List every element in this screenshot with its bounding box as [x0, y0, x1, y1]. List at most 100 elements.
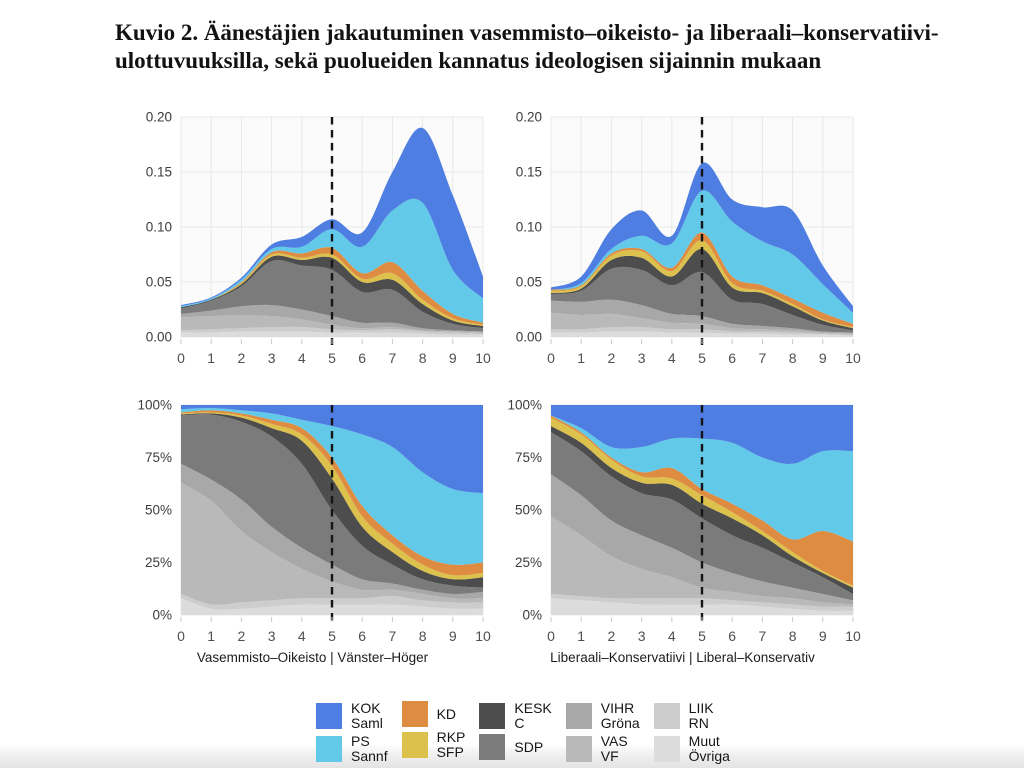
legend-item-kesk: KESK C — [479, 701, 552, 731]
legend-label-muut: Muut Övriga — [688, 733, 730, 764]
y-axis-tick-label: 75% — [145, 450, 172, 465]
x-axis-tick-label: 7 — [759, 350, 767, 366]
legend-swatch-vas — [565, 736, 592, 762]
area-series-muut — [181, 331, 483, 337]
area-series-kd — [181, 247, 483, 325]
y-axis-tick-label: 25% — [515, 555, 542, 570]
y-axis-tick-label: 0.05 — [516, 275, 542, 290]
legend-swatch-kesk — [479, 703, 506, 729]
area-series-rkp — [181, 253, 483, 326]
legend-swatch-ps — [316, 736, 342, 762]
legend-swatch-sdp — [479, 734, 506, 760]
x-axis-tick-label: 10 — [475, 350, 491, 366]
x-axis-tick-label: 8 — [789, 350, 797, 366]
page-bottom-strip — [0, 746, 1024, 768]
legend-label-kok: KOK Saml — [351, 700, 383, 731]
legend-swatch-kd — [401, 701, 428, 727]
area-series-ps — [551, 190, 853, 324]
x-axis-title-liberal-conservative: Liberaali–Konservatiivi | Liberal–Konser… — [550, 650, 815, 665]
area-series-kok — [551, 162, 853, 313]
area-series-ps — [181, 408, 483, 565]
y-axis-tick-label: 0.10 — [516, 220, 542, 235]
x-axis-tick-label: 8 — [789, 628, 797, 644]
legend-label-sdp: SDP — [514, 738, 544, 755]
legend-item-vihr: VIHR Gröna — [565, 700, 640, 731]
x-axis-tick-label: 7 — [759, 628, 767, 644]
legend-swatch-rkp — [401, 732, 428, 758]
x-axis-tick-label: 6 — [728, 628, 736, 644]
x-axis-tick-label: 9 — [449, 628, 457, 644]
area-series-vas — [181, 482, 483, 605]
area-series-vihr — [181, 463, 483, 599]
y-axis-tick-label: 0.00 — [146, 330, 172, 345]
figure-title: Kuvio 2. Äänestäjien jakautuminen vasemm… — [115, 20, 939, 74]
x-axis-tick-label: 3 — [638, 628, 646, 644]
x-axis-tick-label: 0 — [547, 628, 555, 644]
area-series-sdp — [181, 414, 483, 595]
area-series-ps — [181, 198, 483, 323]
legend-column: KOK Saml PS Sannf — [316, 701, 388, 764]
legend-label-liik: LIIK RN — [688, 700, 714, 731]
legend-swatch-vihr — [565, 703, 592, 729]
x-axis-tick-label: 8 — [419, 350, 427, 366]
legend-label-ps: PS Sannf — [351, 733, 388, 764]
legend-column: LIIK RN Muut Övriga — [653, 700, 730, 764]
y-axis-tick-label: 0.20 — [516, 110, 542, 125]
legend-label-kd: KD — [436, 705, 457, 722]
x-axis-tick-label: 5 — [698, 628, 706, 644]
chart-share-left-right: 0 1 2 3 4 5 6 7 8 9 100%25%50%75%100% — [137, 398, 491, 645]
chart-share-liberal-conservative: 0 1 2 3 4 5 6 7 8 9 100%25%50%75%100% — [507, 398, 861, 645]
area-series-kok — [181, 405, 483, 494]
x-axis-tick-label: 2 — [238, 628, 246, 644]
legend-column: KD RKP SFP — [401, 701, 466, 764]
x-axis-tick-label: 4 — [668, 628, 676, 644]
y-axis-tick-label: 100% — [137, 398, 172, 413]
x-axis-tick-label: 3 — [638, 350, 646, 366]
x-axis-tick-label: 1 — [577, 628, 585, 644]
chart-legend: KOK Saml PS Sannf KD RKP SFP KESK C — [316, 701, 730, 764]
area-series-sdp — [181, 260, 483, 332]
y-axis-tick-label: 0% — [152, 608, 172, 623]
x-axis-tick-label: 3 — [268, 350, 276, 366]
area-series-kd — [551, 232, 853, 328]
legend-item-kd: KD — [401, 701, 466, 727]
x-axis-tick-label: 7 — [389, 628, 397, 644]
chart-density-left-right: 0 1 2 3 4 5 6 7 8 9 10 0.00 0.05 0.10 0.15 0.20 — [146, 110, 491, 367]
legend-item-sdp: SDP — [479, 734, 551, 760]
legend-item-muut: Muut Övriga — [653, 733, 730, 764]
x-axis-tick-label: 0 — [177, 350, 185, 366]
legend-item-ps: PS Sannf — [316, 734, 388, 764]
x-axis-tick-label: 3 — [268, 628, 276, 644]
x-axis-tick-label: 1 — [207, 628, 215, 644]
area-series-kok — [181, 127, 483, 307]
area-series-kd — [551, 415, 853, 586]
y-axis-tick-label: 50% — [515, 503, 542, 518]
area-series-ps — [551, 415, 853, 542]
x-axis-tick-label: 5 — [698, 350, 706, 366]
y-axis-tick-label: 0.15 — [146, 165, 172, 180]
x-axis-tick-label: 4 — [298, 350, 306, 366]
x-axis-tick-label: 9 — [819, 628, 827, 644]
area-series-vas — [181, 315, 483, 334]
x-axis-tick-label: 10 — [845, 350, 861, 366]
x-axis-title-left-right: Vasemmisto–Oikeisto | Vänster–Höger — [196, 650, 429, 665]
y-axis-tick-label: 0.10 — [146, 220, 172, 235]
legend-label-vas: VAS VF — [600, 733, 628, 764]
x-axis-tick-label: 7 — [389, 350, 397, 366]
x-axis-tick-label: 6 — [728, 350, 736, 366]
x-axis-tick-label: 4 — [668, 350, 676, 366]
area-series-muut — [551, 331, 853, 337]
legend-item-rkp: RKP SFP — [401, 730, 465, 760]
x-axis-tick-label: 1 — [207, 350, 215, 366]
chart-density-liberal-conservative: 0 1 2 3 4 5 6 7 8 9 10 0.00 0.05 0.10 0.15 0.20 — [516, 110, 861, 367]
x-axis-tick-label: 2 — [608, 628, 616, 644]
y-axis-tick-label: 75% — [515, 450, 542, 465]
x-axis-tick-label: 6 — [358, 628, 366, 644]
legend-label-vihr: VIHR Gröna — [600, 700, 640, 731]
x-axis-tick-label: 1 — [577, 350, 585, 366]
x-axis-tick-label: 4 — [298, 628, 306, 644]
x-axis-tick-label: 0 — [547, 350, 555, 366]
y-axis-tick-label: 25% — [145, 555, 172, 570]
y-axis-tick-label: 0.20 — [146, 110, 172, 125]
x-axis-tick-label: 6 — [358, 350, 366, 366]
